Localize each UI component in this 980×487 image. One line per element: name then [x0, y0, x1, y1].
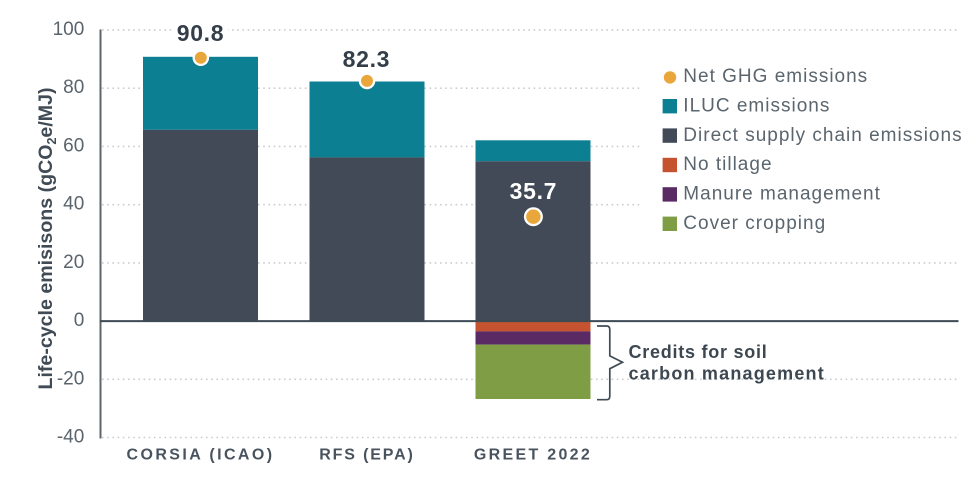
- svg-text:20: 20: [63, 252, 84, 273]
- svg-text:Credits for soil: Credits for soil: [629, 342, 768, 362]
- svg-text:90.8: 90.8: [177, 20, 225, 46]
- svg-text:Direct supply chain emissions: Direct supply chain emissions: [683, 125, 962, 146]
- svg-text:Net GHG emissions: Net GHG emissions: [683, 66, 868, 87]
- svg-text:-20: -20: [57, 368, 84, 389]
- svg-text:CORSIA (ICAO): CORSIA (ICAO): [127, 446, 275, 463]
- svg-text:ILUC emissions: ILUC emissions: [683, 95, 830, 116]
- svg-text:100: 100: [53, 19, 85, 40]
- svg-text:RFS (EPA): RFS (EPA): [319, 446, 414, 463]
- svg-text:No tillage: No tillage: [683, 154, 772, 175]
- svg-text:60: 60: [63, 135, 84, 156]
- svg-text:82.3: 82.3: [343, 46, 391, 72]
- svg-text:GREET 2022: GREET 2022: [474, 446, 592, 463]
- svg-text:-40: -40: [57, 427, 84, 448]
- svg-text:35.7: 35.7: [510, 178, 558, 204]
- svg-text:0: 0: [74, 310, 85, 331]
- svg-text:carbon management: carbon management: [629, 363, 825, 383]
- svg-text:Life-cycle emisisons (gCO2e/MJ: Life-cycle emisisons (gCO2e/MJ): [35, 87, 59, 389]
- svg-text:80: 80: [63, 77, 84, 98]
- svg-text:40: 40: [63, 194, 84, 215]
- svg-text:Manure management: Manure management: [683, 184, 881, 205]
- svg-text:Cover cropping: Cover cropping: [683, 213, 826, 234]
